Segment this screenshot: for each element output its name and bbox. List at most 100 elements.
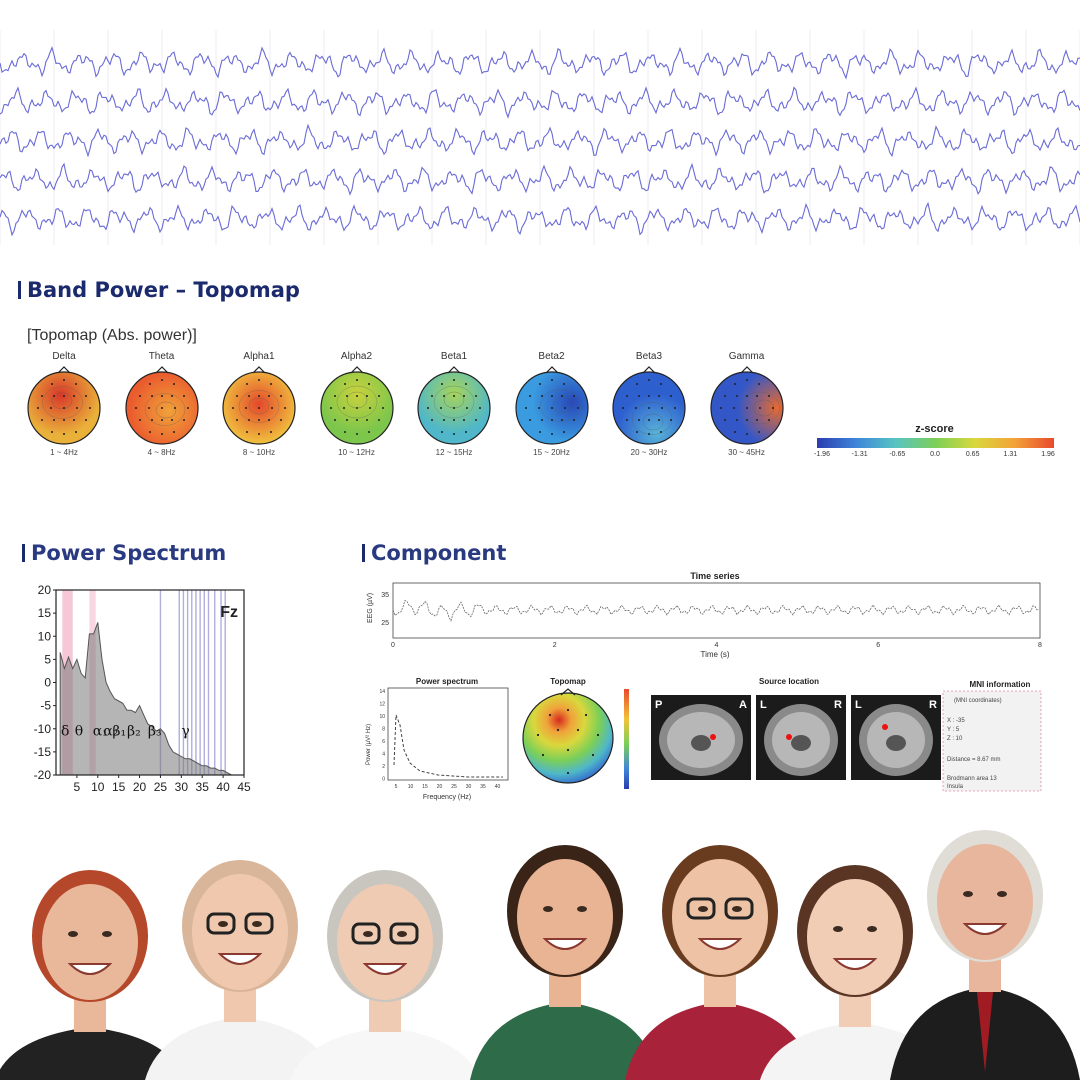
topomap-band-range: 4 ~ 8Hz [147, 448, 176, 457]
mni-line: X : -35 [947, 718, 965, 724]
power-spectrum-chart: 20 15 10 5 0 -5 -10 -15 -20 5 10 15 20 25 30 35 40 45 Fz δ θ… [34, 583, 251, 794]
band-greek-label: α₂ [103, 724, 118, 740]
band-greek-label: δ [61, 724, 69, 740]
topomap-head [709, 366, 784, 445]
y-tick-label: -15 [34, 745, 52, 759]
mini-ps-xtick: 20 [437, 784, 443, 790]
component-heading: Component [362, 541, 506, 565]
orientation-label: R [834, 699, 842, 711]
eeg-tick: 25 [381, 620, 389, 627]
band-greek-label: β₁ [112, 724, 126, 740]
zscore-tick: -0.65 [889, 451, 906, 458]
x-tick-label: 20 [133, 780, 147, 794]
source-marker [882, 724, 888, 730]
topomap-beta3: Beta3 20 ~ 30Hz [609, 350, 689, 457]
orientation-label: L [760, 699, 767, 711]
zscore-tick: 1.96 [1041, 451, 1055, 458]
topomap-alpha1: Alpha1 8 ~ 10Hz [219, 350, 299, 457]
topomap-head [319, 366, 394, 445]
eeg-channel-trace [0, 201, 1080, 237]
mini-ps-xtick: 10 [408, 784, 414, 790]
topomap-gamma: Gamma 30 ~ 45Hz [707, 350, 787, 457]
orientation-label: L [855, 699, 862, 711]
mini-ps-xtick: 30 [466, 784, 472, 790]
mni-line: Z : 10 [947, 736, 963, 742]
mini-ps-curve [393, 714, 503, 778]
band-greek-label: γ [181, 724, 189, 740]
topomap-band-name: Delta [52, 351, 76, 362]
mini-ps-title: Power spectrum [416, 677, 478, 686]
x-tick-label: 45 [237, 780, 251, 794]
topomap-band-name: Beta3 [635, 351, 663, 362]
topomap-band-range: 1 ~ 4Hz [50, 448, 78, 457]
time-series-frame [392, 582, 1041, 639]
topomap-head [222, 366, 296, 445]
person-shirt [0, 1027, 185, 1080]
glasses-icon [206, 912, 236, 935]
orientation-label: A [739, 699, 747, 711]
topomap-band-range: 15 ~ 20Hz [533, 448, 570, 457]
eeg-tick: 35 [381, 592, 389, 599]
component-topomap-title: Topomap [550, 677, 586, 686]
time-tick: 8 [1038, 642, 1042, 649]
person-face [337, 884, 433, 1000]
zscore-gradient [817, 438, 1054, 448]
band-greek-label: β₂ [127, 724, 141, 740]
time-series-title: Time series [690, 571, 739, 581]
y-tick-label: -10 [34, 722, 52, 736]
person-face [672, 859, 768, 975]
channel-label: Fz [220, 604, 238, 621]
band-greek-label: α₁ [93, 724, 108, 740]
band-greek-label: β₃ [148, 724, 162, 740]
eeg-channel-trace [0, 46, 1080, 80]
topomap-band-name: Alpha2 [340, 351, 373, 362]
topomap-row: Delta 1 ~ 4Hz Theta 4 ~ 8Hz Alpha1 8 ~ 10Hz Al… [0, 350, 800, 465]
person-shirt [145, 1017, 335, 1080]
topomap-band-name: Gamma [728, 351, 765, 362]
zscore-colorbar: z-score -1.96 -1.31 -0.65 0.0 0.65 1.31 1.96 [812, 423, 1057, 463]
person-bald-man-glasses [145, 860, 335, 1080]
time-series-xlabel: Time (s) [700, 650, 729, 659]
topomap-band-name: Theta [148, 351, 175, 362]
x-tick-label: 15 [112, 780, 126, 794]
x-tick-label: 5 [74, 780, 81, 794]
topomap-beta2: Beta2 15 ~ 20Hz [512, 350, 592, 457]
mini-ps-ytick: 10 [379, 714, 385, 720]
topomap-band-range: 10 ~ 12Hz [338, 448, 375, 457]
mini-ps-ytick: 14 [379, 689, 385, 695]
zscore-label: z-score [915, 423, 954, 435]
topomap-alpha2: Alpha2 10 ~ 12Hz [317, 350, 397, 457]
person-older-woman-glasses [290, 870, 480, 1080]
y-tick-label: 5 [44, 652, 51, 666]
time-tick: 4 [715, 642, 719, 649]
topomap-band-range: 12 ~ 15Hz [435, 448, 473, 457]
person-smiling-woman-curly [470, 845, 660, 1080]
person-young-man-glasses [625, 845, 815, 1080]
source-location-title: Source location [759, 677, 819, 686]
time-tick: 2 [553, 642, 557, 649]
zscore-tick: 1.31 [1003, 451, 1018, 458]
mini-ps-ytick: 0 [382, 777, 385, 783]
topomap-band-name: Beta2 [538, 351, 565, 362]
x-tick-label: 25 [154, 780, 168, 794]
mini-ps-ylabel: Power (µV² Hz) [366, 724, 372, 765]
y-tick-label: 20 [38, 583, 52, 597]
orientation-label: R [929, 699, 937, 711]
zscore-tick: -1.96 [814, 451, 830, 458]
topomap-beta1: Beta1 12 ~ 15Hz [414, 350, 494, 457]
mni-title: MNI information [970, 680, 1031, 689]
mini-ps-xlabel: Frequency (Hz) [423, 794, 471, 801]
mni-line: Brodmann area 13 [947, 776, 997, 782]
band-greek-label: θ [75, 724, 83, 740]
eeg-channel-trace [0, 162, 1080, 196]
tie-icon [977, 992, 993, 1072]
y-tick-label: 0 [44, 676, 51, 690]
topomap-head [514, 366, 589, 445]
topomap-band-name: Alpha1 [243, 351, 275, 362]
person-shirt [290, 1027, 480, 1080]
people-photo-strip [0, 830, 1080, 1080]
mini-ps-xtick: 25 [451, 784, 457, 790]
eeg-channel-trace [0, 123, 1080, 158]
y-tick-label: -5 [40, 699, 51, 713]
eeg-channel-trace [0, 86, 1080, 119]
